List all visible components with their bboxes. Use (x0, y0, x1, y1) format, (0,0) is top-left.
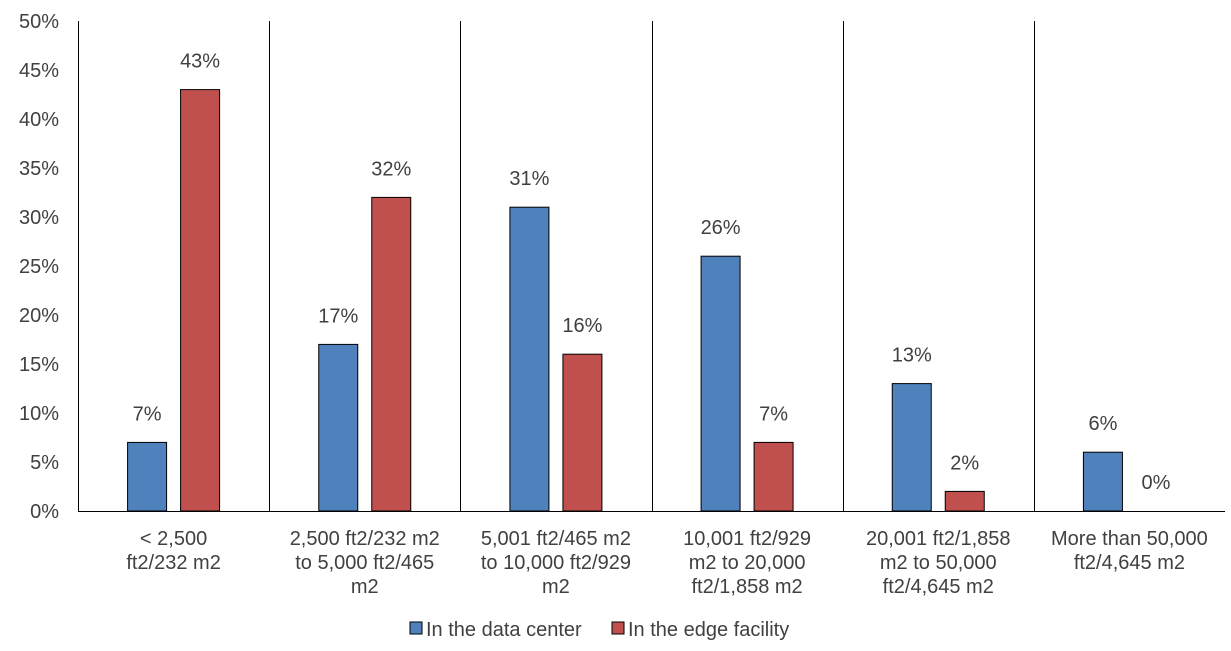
data-label: 2% (950, 452, 979, 474)
bar-data-center (1082, 451, 1123, 512)
x-category-label-line: < 2,500 (140, 528, 207, 550)
x-category-label: 2,500 ft2/232 m2 to 5,000 ft2/465 m2 (290, 528, 440, 598)
data-label: 6% (1088, 413, 1117, 435)
legend: In the data center In the edge facility (409, 619, 789, 641)
bars (127, 89, 1123, 512)
x-category-label-line: More than 50,000 (1051, 528, 1208, 550)
x-category-label: < 2,500 ft2/232 m2 (126, 528, 221, 574)
y-tick-label: 40% (19, 109, 59, 131)
bar-data-center (700, 255, 741, 512)
x-category-label-line: m2 (542, 576, 570, 598)
y-tick-label: 15% (19, 354, 59, 376)
y-tick-label: 50% (19, 11, 59, 33)
data-label: 43% (180, 51, 220, 73)
data-label: 7% (133, 403, 162, 425)
data-labels: 7% 17% 31% 26% 13% 6% 43% 32% 16% 7% 2% 0% (133, 51, 1171, 494)
y-tick-label: 25% (19, 256, 59, 278)
x-category-label-line: 20,001 ft2/1,858 (866, 528, 1011, 550)
y-tick-label: 10% (19, 403, 59, 425)
bar-data-center (509, 206, 550, 512)
y-tick-label: 30% (19, 207, 59, 229)
bar-data-center (127, 441, 168, 512)
bar-edge-facility (562, 353, 603, 512)
bar-edge-facility (180, 89, 221, 512)
x-category-label: More than 50,000 ft2/4,645 m2 (1051, 528, 1208, 574)
x-category-label-line: m2 to 20,000 (689, 552, 806, 574)
x-category-label-line: m2 (351, 576, 379, 598)
data-label: 26% (701, 217, 741, 239)
x-category-label-line: 2,500 ft2/232 m2 (290, 528, 440, 550)
y-tick-label: 5% (30, 452, 59, 474)
bar-data-center (891, 383, 932, 512)
x-category-label-line: 5,001 ft2/465 m2 (481, 528, 631, 550)
bar-edge-facility (753, 441, 794, 512)
x-category-label: 20,001 ft2/1,858 m2 to 50,000 ft2/4,645 m2 (866, 528, 1011, 598)
data-label: 7% (759, 403, 788, 425)
category-separators (78, 21, 1035, 511)
legend-swatch-edge-facility (611, 621, 625, 635)
data-label: 16% (562, 315, 602, 337)
x-category-label: 10,001 ft2/929 m2 to 20,000 ft2/1,858 m2 (683, 528, 811, 598)
bar-edge-facility (944, 490, 985, 512)
x-category-label-line: ft2/232 m2 (126, 552, 221, 574)
y-tick-label: 35% (19, 158, 59, 180)
y-axis: 0% 5% 10% 15% 20% 25% 30% 35% 40% 45% 50% (19, 11, 59, 523)
legend-label-edge-facility: In the edge facility (628, 619, 789, 641)
y-tick-label: 0% (30, 501, 59, 523)
x-category-label-line: to 5,000 ft2/465 (295, 552, 434, 574)
x-category-label-line: m2 to 50,000 (880, 552, 997, 574)
data-label: 13% (892, 345, 932, 367)
x-axis: < 2,500 ft2/232 m2 2,500 ft2/232 m2 to 5,00… (78, 511, 1225, 598)
data-label: 17% (318, 305, 358, 327)
legend-swatch-data-center (409, 621, 423, 635)
x-category-label-line: 10,001 ft2/929 (683, 528, 811, 550)
x-category-label-line: ft2/1,858 m2 (691, 576, 802, 598)
data-label: 32% (371, 158, 411, 180)
bar-edge-facility (371, 196, 412, 512)
x-category-label: 5,001 ft2/465 m2 to 10,000 ft2/929 m2 (481, 528, 631, 598)
x-category-label-line: to 10,000 ft2/929 (481, 552, 631, 574)
x-category-label-line: ft2/4,645 m2 (883, 576, 994, 598)
bar-data-center (318, 343, 359, 512)
legend-label-data-center: In the data center (426, 619, 582, 641)
y-tick-label: 45% (19, 60, 59, 82)
data-label: 0% (1141, 472, 1170, 494)
y-tick-label: 20% (19, 305, 59, 327)
x-category-label-line: ft2/4,645 m2 (1074, 552, 1185, 574)
data-label: 31% (509, 168, 549, 190)
